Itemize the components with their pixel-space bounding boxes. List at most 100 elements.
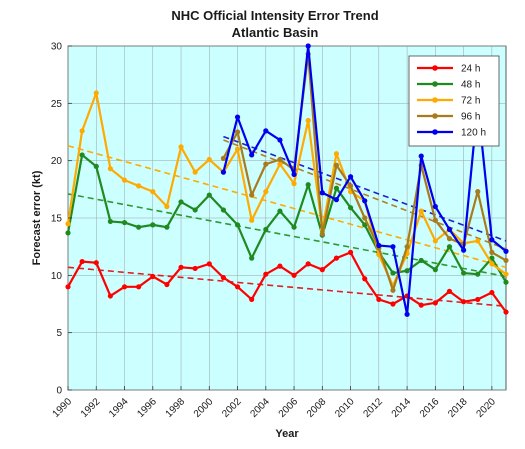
data-point-72-h [234, 146, 241, 152]
data-point-72-h [489, 261, 495, 267]
data-point-120-h [390, 244, 396, 250]
data-point-96-h [319, 231, 325, 237]
x-tick-label: 1992 [79, 396, 103, 420]
data-point-72-h [65, 221, 71, 227]
data-point-48-h [461, 270, 467, 276]
data-point-72-h [291, 181, 297, 187]
data-point-96-h [503, 257, 509, 264]
data-point-48-h [206, 192, 212, 198]
data-point-120-h [220, 169, 227, 175]
x-tick-label: 1996 [135, 396, 159, 420]
data-point-72-h [277, 161, 283, 167]
x-tick-label: 1998 [164, 396, 188, 420]
data-point-48-h [418, 257, 424, 264]
x-tick-label: 2012 [361, 396, 385, 420]
data-point-120-h [362, 198, 368, 204]
data-point-24-h [234, 284, 241, 290]
data-point-24-h [263, 271, 269, 277]
data-point-24-h [432, 300, 438, 306]
y-tick-label: 5 [56, 328, 62, 339]
y-axis-label: Forecast error (kt) [31, 170, 43, 265]
data-point-24-h [489, 289, 495, 296]
series-layer [65, 43, 509, 317]
data-point-96-h [489, 249, 495, 255]
y-tick-label: 20 [51, 156, 63, 167]
data-point-24-h [277, 263, 283, 269]
legend-marker [432, 81, 438, 87]
data-point-48-h [404, 268, 410, 274]
x-tick-label: 2008 [305, 396, 329, 420]
legend-label: 96 h [461, 112, 480, 123]
x-tick-label: 2004 [248, 396, 272, 420]
data-point-120-h [249, 152, 255, 158]
data-point-72-h [475, 238, 481, 244]
data-point-48-h [249, 255, 255, 261]
data-point-24-h [93, 260, 99, 266]
x-tick-label: 2014 [390, 396, 414, 420]
y-tick-label: 15 [51, 214, 63, 225]
legend-label: 120 h [461, 128, 486, 139]
data-point-24-h [65, 284, 71, 290]
chart-title: NHC Official Intensity Error Trend [171, 8, 378, 23]
data-point-120-h [376, 242, 382, 249]
data-point-72-h [79, 128, 85, 134]
x-tick-label: 2016 [418, 396, 442, 420]
data-point-72-h [121, 177, 128, 183]
data-point-120-h [291, 171, 297, 178]
x-tick-label: 1994 [107, 396, 131, 420]
data-point-24-h [164, 281, 170, 288]
data-point-24-h [418, 302, 424, 308]
x-tick-label: 2020 [474, 396, 498, 420]
data-point-120-h [461, 247, 467, 253]
legend-marker [432, 65, 438, 71]
data-point-72-h [164, 203, 170, 210]
data-point-96-h [263, 161, 269, 167]
x-axis-label: Year [275, 428, 299, 440]
data-point-24-h [475, 296, 481, 303]
data-point-48-h [65, 230, 71, 236]
data-point-72-h [418, 208, 424, 214]
data-point-48-h [390, 270, 396, 276]
chart-subtitle: Atlantic Basin [232, 25, 319, 40]
data-point-96-h [475, 189, 481, 195]
trend-line-120-h [223, 135, 507, 242]
data-point-24-h [192, 265, 198, 272]
data-point-48-h [432, 267, 438, 273]
data-point-48-h [136, 224, 142, 230]
trend-line-72-h [67, 144, 507, 269]
data-point-96-h [249, 192, 255, 198]
data-point-24-h [446, 288, 453, 294]
data-point-48-h [178, 199, 184, 205]
data-point-96-h [404, 244, 410, 250]
data-point-120-h [333, 197, 340, 203]
data-point-120-h [489, 237, 495, 243]
data-point-72-h [432, 238, 438, 244]
legend: 24 h 48 h 72 h 96 h 120 h [408, 55, 500, 147]
data-point-24-h [376, 296, 382, 303]
data-point-72-h [93, 90, 99, 96]
data-point-72-h [333, 151, 340, 157]
data-point-48-h [263, 226, 269, 233]
data-point-48-h [503, 279, 509, 285]
y-tick-label: 0 [56, 386, 62, 397]
x-tick-label: 2010 [333, 396, 357, 420]
data-point-72-h [178, 144, 184, 150]
trend-lines [67, 135, 507, 308]
x-tick-label: 1990 [51, 396, 75, 420]
data-point-48-h [192, 207, 198, 213]
data-point-96-h [277, 156, 283, 163]
data-point-48-h [362, 222, 368, 228]
legend-label: 24 h [461, 64, 480, 75]
data-point-120-h [234, 114, 241, 120]
data-point-24-h [121, 284, 128, 290]
data-point-120-h [347, 174, 354, 180]
data-point-24-h [390, 301, 396, 307]
data-point-24-h [249, 296, 255, 303]
data-point-24-h [503, 309, 509, 315]
x-tick-label: 2018 [446, 396, 470, 420]
data-point-48-h [234, 222, 241, 228]
data-point-96-h [446, 236, 453, 242]
data-point-48-h [277, 208, 283, 214]
data-point-120-h [305, 43, 311, 49]
data-point-48-h [489, 255, 495, 261]
